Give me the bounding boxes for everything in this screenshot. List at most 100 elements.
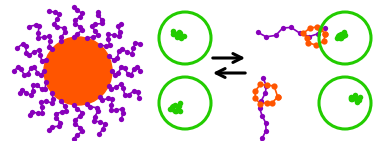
Point [170,30,176,32]
Point [79,12,85,15]
Point [342,34,349,37]
Point [334,37,340,39]
Point [105,33,111,36]
Point [50,98,56,100]
Point [28,67,34,69]
Point [84,103,90,105]
Point [74,33,80,35]
Point [172,33,178,35]
Point [77,126,84,129]
Point [51,23,57,26]
Point [301,32,307,34]
Point [257,83,263,86]
Point [262,92,268,94]
Point [322,33,328,35]
Point [111,59,117,61]
Point [84,37,90,39]
Point [173,110,179,112]
Point [124,51,130,53]
Point [99,19,105,22]
Point [62,30,68,33]
Point [176,31,182,33]
Point [125,94,132,96]
Point [113,85,119,88]
Point [46,35,53,38]
Point [49,92,55,94]
Point [97,96,103,98]
Point [105,38,111,40]
Point [108,104,115,106]
Point [79,111,85,114]
Point [35,31,41,34]
Point [53,117,59,119]
Point [102,123,108,125]
Point [305,42,311,44]
Point [296,32,302,34]
Point [43,81,49,84]
Point [27,114,33,116]
Point [62,105,68,107]
Point [307,27,313,29]
Point [91,115,98,118]
Point [106,55,112,58]
Point [315,33,321,35]
Point [61,27,67,29]
Point [122,67,128,69]
Point [288,26,294,29]
Point [119,108,125,110]
Point [131,68,137,70]
Point [264,101,270,104]
Point [45,10,51,12]
Point [137,43,143,45]
Point [125,73,131,75]
Point [112,74,118,77]
Point [109,70,115,72]
Point [29,111,35,113]
Point [94,107,100,109]
Point [338,36,344,38]
Point [118,66,124,68]
Point [118,118,124,120]
Point [134,65,140,68]
Point [269,102,275,104]
Point [58,100,64,102]
Point [92,30,98,32]
Point [271,85,277,87]
Point [31,50,37,53]
Point [19,88,25,91]
Point [176,105,182,107]
Point [49,126,55,128]
Point [43,100,49,103]
Point [322,33,328,35]
Point [71,19,77,21]
Point [91,120,97,122]
Point [177,32,183,34]
Point [169,32,175,35]
Point [54,18,60,20]
Point [11,70,17,72]
Point [39,112,45,114]
Point [169,108,175,110]
Point [259,99,265,102]
Point [131,90,137,92]
Point [167,108,173,110]
Point [172,103,178,106]
Point [116,50,122,52]
Point [172,110,178,112]
Point [336,34,342,36]
Point [37,54,43,56]
Point [356,99,362,101]
Point [257,107,263,109]
Point [117,31,123,33]
Point [175,33,181,35]
Point [74,108,80,110]
Point [79,29,85,31]
Point [33,24,39,26]
Point [43,59,49,61]
Point [275,96,281,98]
Point [118,23,124,25]
Point [35,36,41,39]
Point [30,84,36,86]
Point [313,44,319,46]
Point [97,44,103,46]
